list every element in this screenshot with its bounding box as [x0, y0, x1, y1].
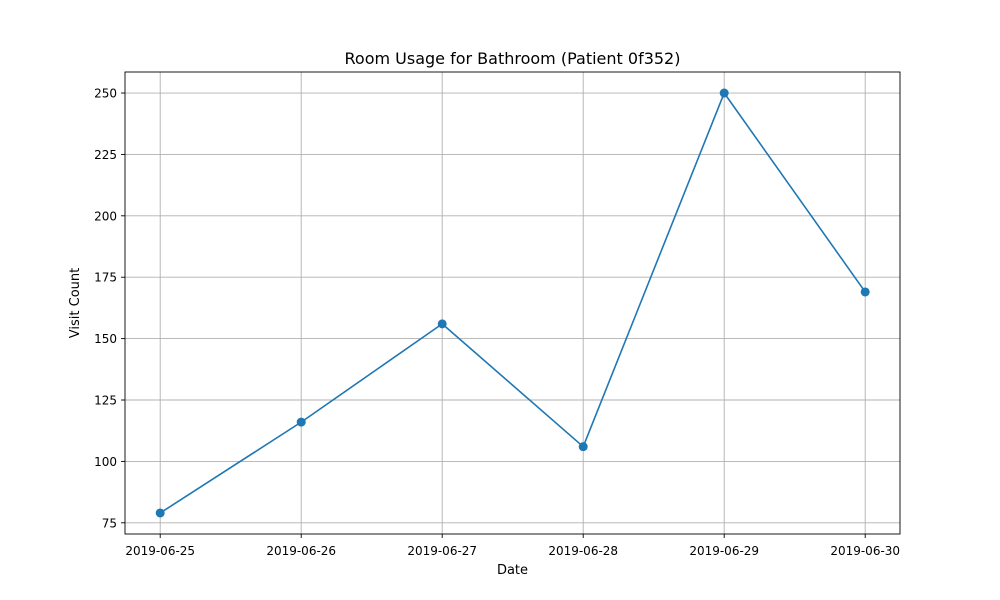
y-tick-label: 200 [94, 209, 117, 223]
y-axis: 75 100 125 150 175 200 225 250 [94, 87, 125, 530]
x-tick-label: 2019-06-30 [830, 544, 900, 558]
plot-frame [124, 71, 901, 535]
x-tick-label: 2019-06-25 [125, 544, 195, 558]
y-axis-label: Visit Count [68, 268, 83, 338]
data-point [155, 508, 165, 518]
grid [125, 72, 900, 534]
y-tick-label: 125 [94, 394, 117, 408]
y-tick-label: 150 [94, 332, 117, 346]
data-point [578, 442, 588, 452]
series-line [159, 92, 866, 514]
data-point [296, 417, 306, 427]
y-tick-label: 175 [94, 271, 117, 285]
x-tick-label: 2019-06-26 [266, 544, 336, 558]
x-tick-label: 2019-06-29 [689, 544, 759, 558]
y-tick-label: 250 [94, 87, 117, 101]
x-tick-label: 2019-06-28 [548, 544, 618, 558]
y-tick-label: 225 [94, 148, 117, 162]
data-point [719, 88, 729, 98]
y-tick-label: 100 [94, 455, 117, 469]
series-layer [155, 88, 870, 518]
y-tick-label: 75 [102, 516, 117, 530]
data-point [860, 287, 870, 297]
chart-title: Room Usage for Bathroom (Patient 0f352) [345, 49, 681, 68]
data-point [437, 319, 447, 329]
x-axis: 2019-06-25 2019-06-26 2019-06-27 2019-06-28… [125, 534, 900, 558]
x-axis-label: Date [497, 563, 528, 578]
x-tick-label: 2019-06-27 [407, 544, 477, 558]
